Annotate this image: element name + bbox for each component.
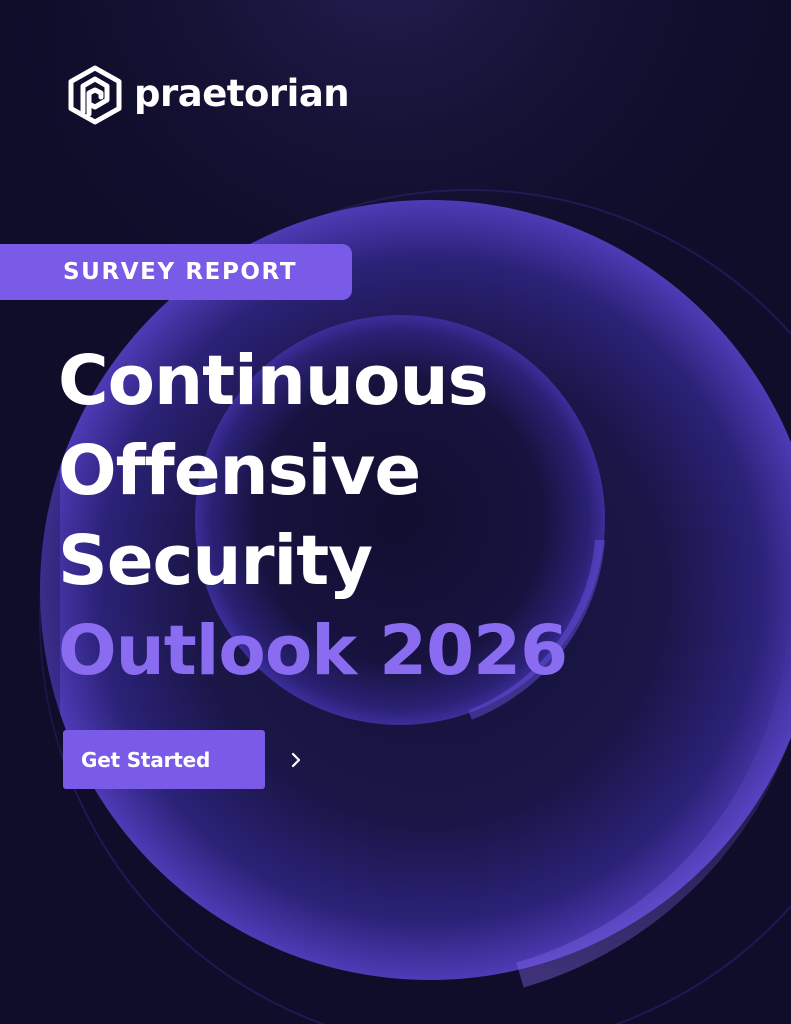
chevron-right-icon [291, 752, 301, 768]
get-started-label: Get Started [81, 747, 211, 772]
get-started-button[interactable]: Get Started [63, 730, 301, 789]
title-line-2: Offensive [58, 431, 421, 511]
brand-logo[interactable]: praetorian [66, 64, 350, 126]
page-title: Continuous Offensive Security Outlook 20… [58, 336, 568, 696]
title-line-4: Outlook 2026 [58, 611, 568, 691]
praetorian-hexagon-logo-icon [68, 65, 122, 125]
title-line-3: Security [58, 521, 373, 601]
brand-name: praetorian [134, 71, 350, 115]
title-line-1: Continuous [58, 341, 489, 421]
tag-label: SURVEY REPORT [63, 259, 298, 285]
survey-report-tag: SURVEY REPORT [0, 244, 352, 300]
